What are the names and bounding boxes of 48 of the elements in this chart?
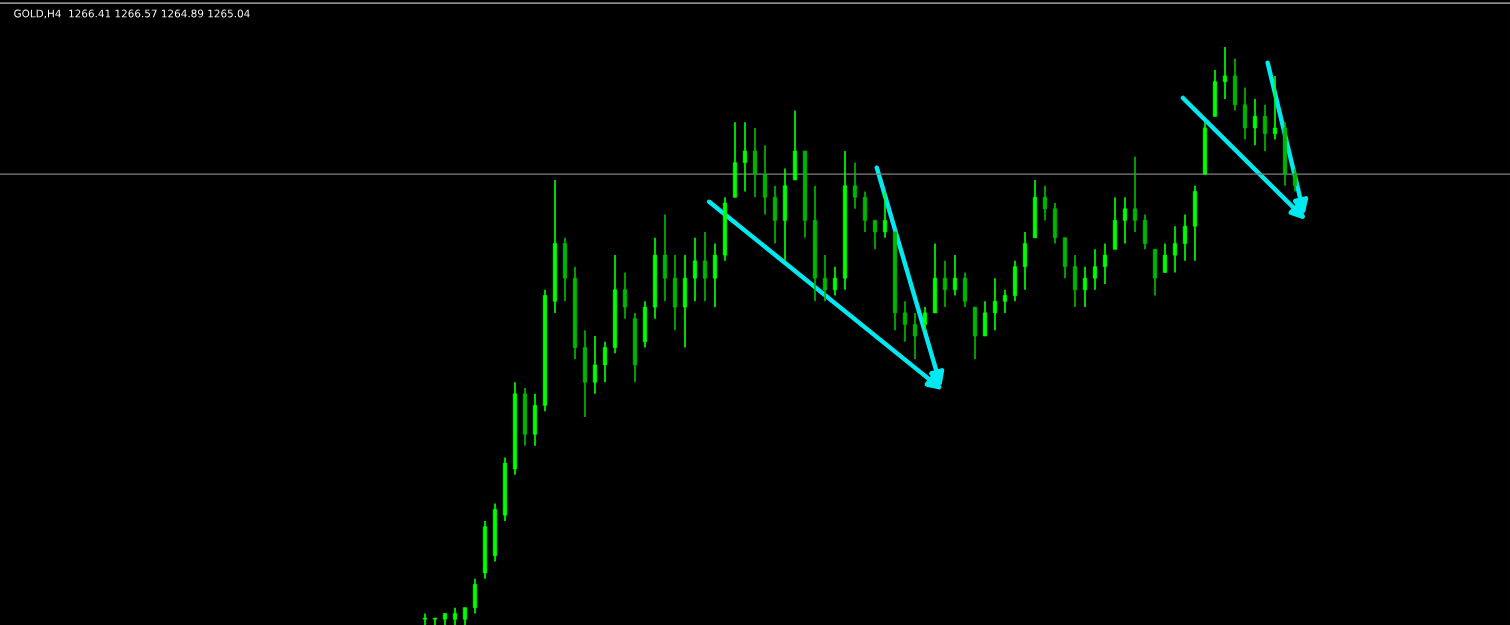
- candlestick: [1102, 242, 1108, 285]
- candlestick: [982, 300, 988, 337]
- candlestick: [1272, 75, 1278, 141]
- candlestick: [882, 190, 888, 239]
- candlestick: [1162, 242, 1168, 274]
- candlestick: [1252, 98, 1258, 147]
- candlestick: [1182, 213, 1188, 262]
- text: GOLD,H4 1266.41 1266.57 1264.89 1265.04: [14, 9, 250, 19]
- candlestick: [592, 335, 598, 395]
- candlestick: [752, 127, 758, 199]
- candlestick: [912, 312, 918, 360]
- candlestick: [1292, 167, 1298, 193]
- candlestick: [622, 271, 628, 320]
- candlestick: [1132, 155, 1138, 233]
- candlestick: [822, 254, 828, 303]
- candlestick: [602, 340, 608, 384]
- candlestick: [922, 306, 928, 332]
- candlestick: [902, 300, 908, 343]
- candlestick: [1262, 103, 1268, 152]
- candlestick: [1242, 86, 1248, 141]
- candlestick: [702, 231, 708, 303]
- candlestick: [422, 612, 428, 625]
- candlestick: [1092, 248, 1098, 291]
- candlestick: [772, 184, 778, 245]
- candlestick: [1072, 254, 1078, 308]
- candlestick: [1042, 184, 1048, 222]
- candlestick: [742, 121, 748, 193]
- candlestick: [1122, 196, 1128, 245]
- candlestick: [1142, 213, 1148, 251]
- candlestick: [952, 254, 958, 297]
- candlestick: [852, 161, 858, 210]
- candlestick: [1222, 47, 1228, 100]
- candlestick: [432, 617, 438, 625]
- candlestick: [862, 190, 868, 233]
- candlestick: [962, 271, 968, 308]
- candlestick: [712, 242, 718, 308]
- candlestick: [1002, 288, 1008, 314]
- candlestick: [692, 236, 698, 303]
- candlestick: [1022, 231, 1028, 291]
- candlestick: [832, 265, 838, 297]
- candlestick: [872, 219, 878, 251]
- candlestick: [1082, 265, 1088, 308]
- candlestick: [762, 144, 768, 216]
- candlestick: [1172, 225, 1178, 274]
- candlestick: [992, 277, 998, 332]
- candlestick: [942, 260, 948, 308]
- candlestick: [662, 213, 668, 303]
- candlestick: [472, 577, 478, 615]
